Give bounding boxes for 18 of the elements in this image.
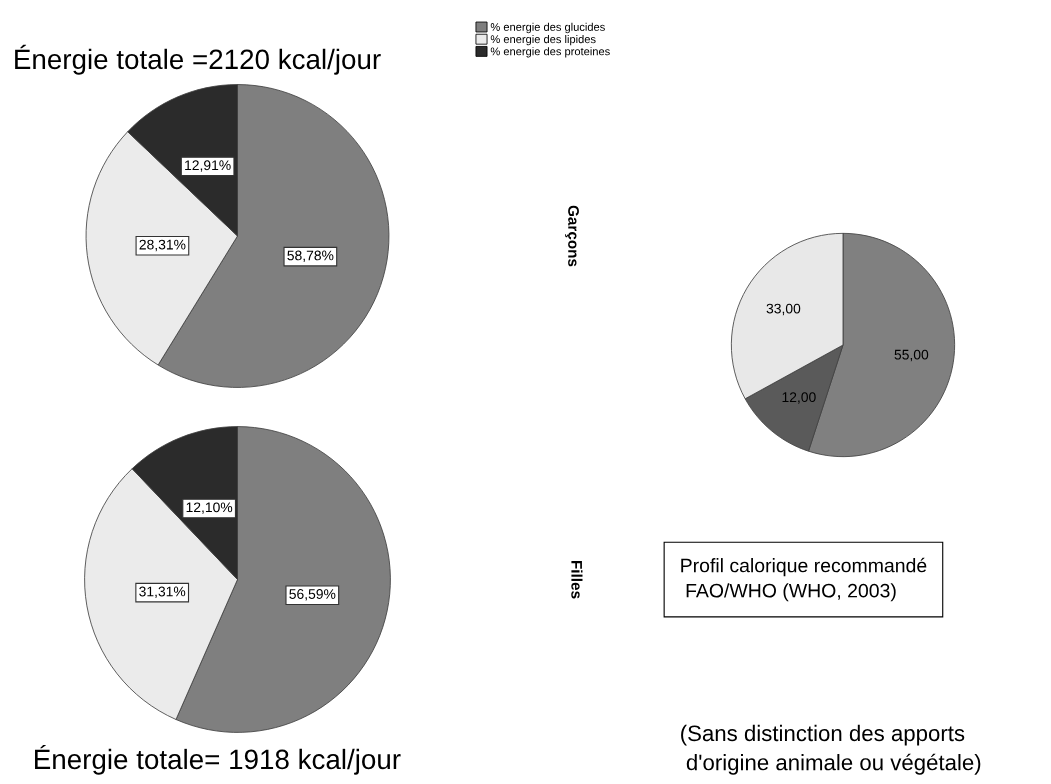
data-label: 31,31%: [139, 586, 186, 599]
legend-label: % energie des glucides: [490, 22, 605, 34]
text: Énergie totale= 1918 kcal/jour: [35, 744, 401, 775]
data-label: 12,91%: [185, 160, 231, 172]
legend-label: % energie des lipides: [490, 34, 596, 46]
text: Énergie totale =2120 kcal/jour: [15, 44, 381, 75]
legend-label: % energie des proteines: [490, 47, 610, 58]
data-label: 28,31%: [139, 239, 186, 252]
text: Filles: [571, 560, 583, 599]
data-label: 33,00: [766, 303, 801, 316]
text: Garçons: [565, 205, 579, 267]
data-label: 58,78%: [287, 250, 334, 262]
data-label: 56,59%: [289, 589, 336, 601]
text: Profil calorique recommandé FAO/WHO (WHO, 2003): [681, 557, 927, 602]
data-label: 12,10%: [186, 502, 233, 514]
text: (Sans distinction des apports d'origine animale ou végétale): [681, 724, 981, 775]
data-label: 55,00: [894, 349, 929, 362]
data-label: 12,00: [782, 392, 816, 404]
